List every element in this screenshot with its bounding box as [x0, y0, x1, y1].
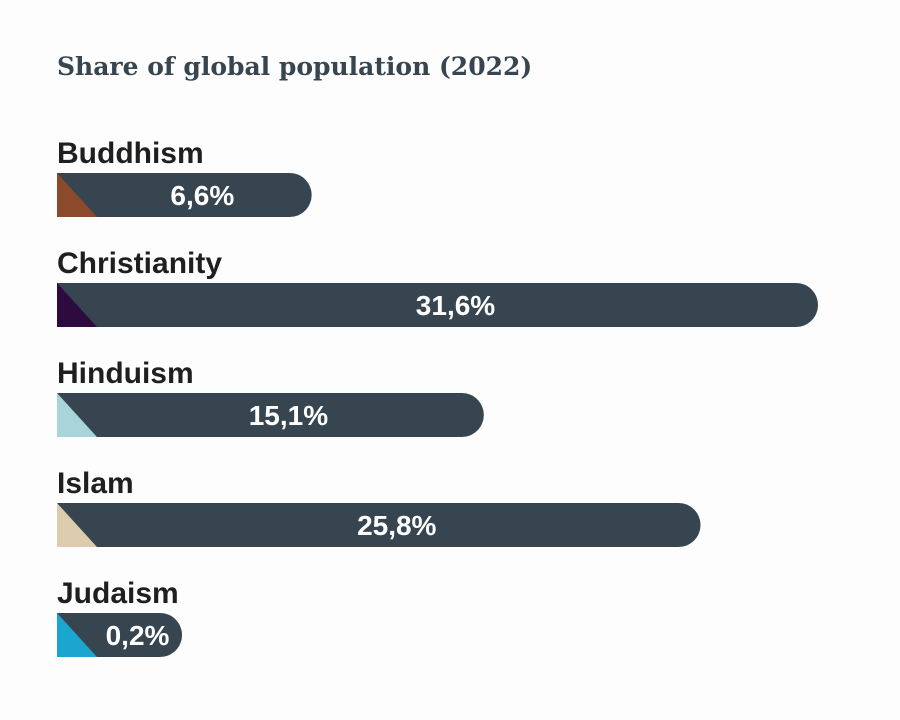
bar-group-buddhism: Buddhism 6,6% [57, 137, 312, 217]
bar-group-christianity: Christianity 31,6% [57, 247, 818, 327]
bar-group-hinduism: Hinduism 15,1% [57, 357, 484, 437]
bar-christianity [57, 283, 818, 327]
bar-group-judaism: Judaism 0,2% [57, 577, 183, 657]
bar-islam [57, 503, 701, 547]
bar-marker-christianity [57, 283, 97, 327]
bar-buddhism [57, 173, 312, 217]
category-label-christianity: Christianity [57, 247, 222, 280]
value-label-islam: 25,8% [357, 510, 436, 541]
bar-marker-judaism [57, 613, 97, 657]
value-label-hinduism: 15,1% [249, 400, 328, 431]
category-label-islam: Islam [57, 467, 134, 500]
chart-title: Share of global population (2022) [57, 52, 533, 81]
category-label-buddhism: Buddhism [57, 137, 204, 170]
bar-marker-buddhism [57, 173, 97, 217]
bar-judaism [57, 613, 183, 657]
value-label-judaism: 0,2% [106, 620, 170, 651]
value-label-buddhism: 6,6% [170, 180, 234, 211]
category-label-hinduism: Hinduism [57, 357, 194, 390]
bar-marker-islam [57, 503, 97, 547]
bar-hinduism [57, 393, 484, 437]
bar-group-islam: Islam 25,8% [57, 467, 701, 547]
category-label-judaism: Judaism [57, 577, 179, 610]
value-label-christianity: 31,6% [416, 290, 495, 321]
bar-marker-hinduism [57, 393, 97, 437]
